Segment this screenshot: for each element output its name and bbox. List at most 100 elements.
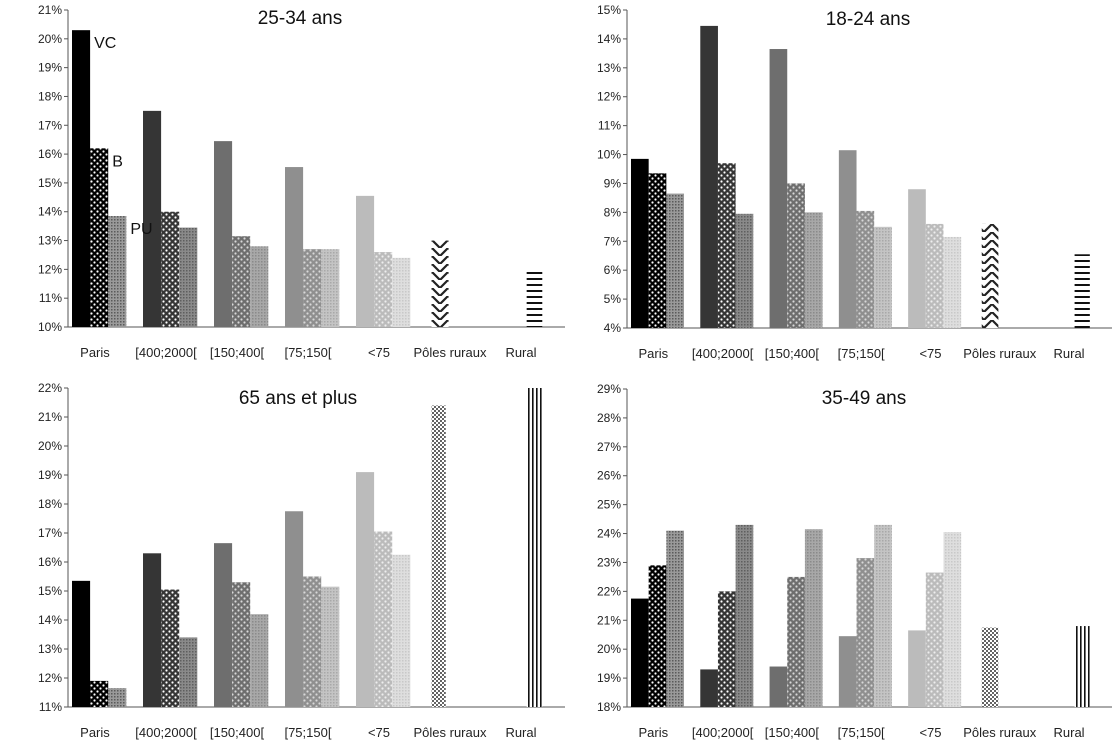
bar-75-s1 [356,195,375,327]
y-tick-label: 29% [597,382,621,396]
bar-75150-s2 [856,558,875,707]
y-tick-label: 20% [597,642,621,656]
y-tick-label: 18% [38,497,62,511]
x-category-label: Rural [1054,346,1085,361]
y-tick-label: 18% [38,89,62,103]
bar-75150-s1 [285,511,304,707]
bar-paris-s1 [631,598,649,707]
bar-75-s2 [925,223,944,328]
bar-4002000-s1 [700,669,718,707]
y-tick-label: 6% [604,263,622,277]
y-tick-label: 24% [597,527,621,541]
bar-plesruraux-s1 [431,240,449,327]
y-tick-label: 12% [597,90,621,104]
bar-75-s2 [925,572,944,707]
y-tick-label: 11% [39,700,62,714]
bar-plesruraux-s1 [431,405,446,707]
y-tick-label: 14% [38,613,62,627]
bar-150400-s3 [250,246,269,327]
y-tick-label: 25% [597,498,621,512]
x-category-label: [150;400[ [210,345,265,360]
bar-4002000-s1 [700,25,718,329]
y-tick-label: 19% [38,61,62,75]
x-category-label: <75 [919,346,941,361]
bar-75150-s1 [838,636,857,707]
y-tick-label: 27% [597,440,621,454]
y-tick-label: 10% [38,320,62,334]
bar-150400-s1 [214,543,233,707]
bar-75150-s3 [321,586,340,707]
bar-paris-s3 [108,216,127,327]
x-category-label: Pôles ruraux [963,346,1036,361]
bar-150400-s3 [804,212,823,328]
bar-150400-s3 [804,529,823,707]
bar-4002000-s2 [717,591,736,707]
bar-75150-s2 [856,210,875,328]
series-annotation: PU [130,221,152,238]
bar-4002000-s2 [717,163,736,328]
bar-paris-s2 [90,148,109,327]
x-category-label: Paris [639,346,669,361]
chart-title: 25-34 ans [258,8,343,29]
x-category-label: Paris [80,725,110,740]
y-tick-label: 14% [597,32,621,46]
bar-paris-s3 [666,193,685,328]
series-annotation: VC [94,35,116,52]
y-tick-label: 8% [604,205,622,219]
x-category-label: Rural [505,725,536,740]
bar-paris-s1 [72,580,91,707]
bar-75150-s2 [303,576,322,707]
bar-paris-s3 [108,688,127,707]
bar-150400-s2 [232,582,251,707]
chart-panel-4: 18% 19% 20% 21% 22% 23% 24% 25% 26% 27% 28% 29% Pari… [597,382,1112,740]
bar-4002000-s3 [179,227,198,327]
bar-75150-s3 [874,524,892,707]
x-category-label: Pôles ruraux [963,725,1036,740]
bar-75-s3 [943,532,962,707]
y-tick-label: 22% [597,584,621,598]
bar-75150-s2 [303,249,322,327]
bar-75-s1 [908,189,926,328]
x-category-label: [75;150[ [284,725,331,740]
y-tick-label: 10% [597,148,621,162]
y-tick-label: 14% [38,205,62,219]
bar-75150-s1 [838,150,857,328]
bar-4002000-s3 [735,524,754,707]
y-tick-label: 20% [38,439,62,453]
x-category-label: [150;400[ [765,725,820,740]
y-tick-label: 23% [597,555,621,569]
bar-paris-s2 [648,565,667,707]
y-tick-label: 16% [38,555,62,569]
bar-paris-s2 [648,173,667,328]
y-tick-label: 13% [38,234,62,248]
bar-4002000-s2 [161,211,180,327]
bar-150400-s3 [250,614,269,707]
y-tick-label: 18% [597,700,621,714]
y-tick-label: 16% [38,147,62,161]
bar-75-s3 [392,257,411,327]
series-annotation: B [112,153,123,170]
y-tick-label: 15% [597,3,621,17]
y-tick-label: 13% [38,642,62,656]
bar-150400-s2 [787,576,805,707]
bar-paris-s1 [72,30,91,327]
bar-75150-s3 [321,249,340,327]
x-category-label: Pôles ruraux [413,345,486,360]
y-tick-label: 7% [604,234,622,248]
chart-title: 65 ans et plus [239,388,357,409]
bar-75-s1 [356,472,375,707]
y-tick-label: 5% [604,292,622,306]
chart-panel-3: 11% 12% 13% 14% 15% 16% 17% 18% 19% 20% 21% 22% Pari… [38,381,565,740]
chart-title: 18-24 ans [826,9,911,30]
bar-rural-s1 [526,388,543,707]
x-category-label: Rural [505,345,536,360]
bar-4002000-s3 [735,213,754,328]
y-tick-label: 19% [38,468,62,482]
y-tick-label: 21% [38,410,62,424]
y-tick-label: 11% [598,119,621,133]
x-category-label: [150;400[ [210,725,265,740]
bar-4002000-s3 [179,637,198,707]
bar-plesruraux-s1 [981,223,999,328]
x-category-label: Pôles ruraux [413,725,486,740]
